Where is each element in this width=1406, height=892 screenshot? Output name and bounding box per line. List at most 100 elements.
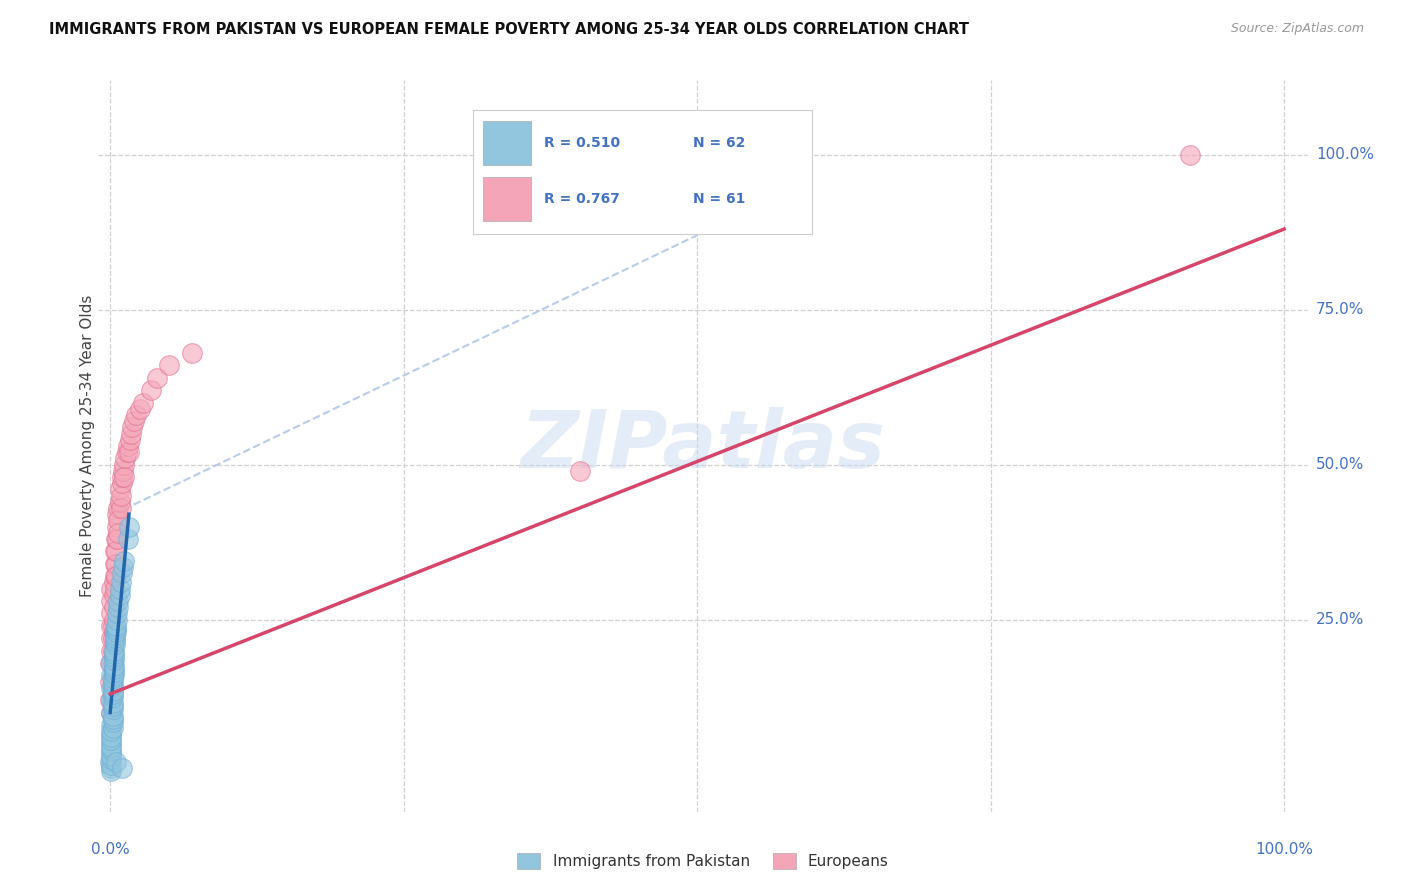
Point	[105, 619, 128, 633]
Point	[101, 702, 124, 716]
Point	[103, 662, 125, 676]
Point	[101, 696, 124, 710]
Point	[105, 519, 128, 533]
Point	[101, 714, 124, 729]
Point	[100, 693, 122, 707]
Point	[100, 743, 122, 757]
Point	[103, 647, 125, 661]
Text: 25.0%: 25.0%	[1316, 612, 1364, 627]
Point	[101, 631, 124, 645]
Point	[100, 731, 122, 745]
Point	[100, 718, 122, 732]
Point	[98, 674, 121, 689]
Text: ZIPatlas: ZIPatlas	[520, 407, 886, 485]
Point	[100, 607, 122, 621]
Point	[118, 445, 141, 459]
Point	[108, 495, 131, 509]
Point	[112, 560, 135, 574]
Point	[101, 643, 124, 657]
Point	[100, 619, 122, 633]
Point	[122, 414, 145, 428]
Point	[111, 470, 134, 484]
Point	[110, 489, 132, 503]
Point	[115, 445, 138, 459]
Point	[100, 748, 122, 763]
Point	[105, 557, 128, 571]
Point	[100, 746, 122, 760]
Legend: Immigrants from Pakistan, Europeans: Immigrants from Pakistan, Europeans	[512, 847, 894, 875]
Point	[125, 408, 148, 422]
Point	[110, 575, 132, 590]
Point	[111, 566, 134, 580]
Point	[112, 464, 135, 478]
Point	[108, 483, 131, 497]
Point	[100, 733, 122, 747]
Point	[105, 622, 128, 636]
Point	[112, 458, 135, 472]
Point	[98, 755, 121, 769]
Text: IMMIGRANTS FROM PAKISTAN VS EUROPEAN FEMALE POVERTY AMONG 25-34 YEAR OLDS CORREL: IMMIGRANTS FROM PAKISTAN VS EUROPEAN FEM…	[49, 22, 969, 37]
Text: Source: ZipAtlas.com: Source: ZipAtlas.com	[1230, 22, 1364, 36]
Point	[100, 656, 122, 670]
Point	[101, 674, 124, 689]
Point	[105, 607, 128, 621]
Point	[108, 588, 131, 602]
Point	[101, 687, 124, 701]
Point	[107, 525, 129, 540]
Point	[141, 383, 163, 397]
Point	[100, 758, 122, 772]
Point	[101, 708, 124, 723]
Point	[101, 699, 124, 714]
Point	[105, 532, 128, 546]
Point	[100, 594, 122, 608]
Point	[103, 653, 125, 667]
Point	[103, 643, 125, 657]
Point	[104, 628, 127, 642]
Point	[103, 575, 125, 590]
Point	[104, 557, 127, 571]
Point	[181, 346, 204, 360]
Point	[128, 401, 150, 416]
Point	[100, 724, 122, 739]
Point	[118, 519, 141, 533]
Point	[105, 755, 128, 769]
Point	[105, 613, 128, 627]
Point	[104, 631, 127, 645]
Point	[101, 656, 124, 670]
Point	[101, 619, 124, 633]
Point	[107, 600, 129, 615]
Point	[103, 613, 125, 627]
Point	[100, 631, 122, 645]
Point	[100, 681, 122, 695]
Point	[100, 737, 122, 751]
Point	[105, 544, 128, 558]
Point	[104, 634, 127, 648]
Point	[105, 569, 128, 583]
Point	[100, 752, 122, 766]
Point	[104, 544, 127, 558]
Point	[105, 507, 128, 521]
Point	[107, 513, 129, 527]
Point	[114, 451, 136, 466]
Point	[101, 690, 124, 704]
Point	[103, 659, 125, 673]
Point	[121, 420, 143, 434]
Text: 75.0%: 75.0%	[1316, 302, 1364, 318]
Point	[110, 500, 132, 515]
Point	[111, 476, 134, 491]
Point	[103, 624, 125, 639]
Point	[103, 649, 125, 664]
Point	[103, 665, 125, 680]
Point	[117, 532, 139, 546]
Point	[108, 582, 131, 596]
Point	[101, 672, 124, 686]
Text: 50.0%: 50.0%	[1316, 457, 1364, 472]
Point	[104, 637, 127, 651]
Point	[568, 464, 591, 478]
Text: 100.0%: 100.0%	[1316, 147, 1374, 162]
Point	[132, 395, 155, 409]
Y-axis label: Female Poverty Among 25-34 Year Olds: Female Poverty Among 25-34 Year Olds	[80, 295, 94, 597]
Text: 0.0%: 0.0%	[91, 842, 129, 857]
Point	[100, 727, 122, 741]
Point	[112, 554, 135, 568]
